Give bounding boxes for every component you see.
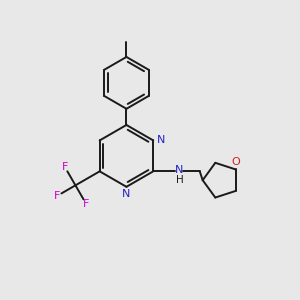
Text: N: N bbox=[175, 165, 183, 175]
Text: N: N bbox=[157, 135, 165, 145]
Text: F: F bbox=[54, 191, 60, 201]
Text: F: F bbox=[61, 162, 68, 172]
Text: F: F bbox=[83, 199, 89, 209]
Text: N: N bbox=[122, 189, 130, 199]
Text: H: H bbox=[176, 175, 183, 184]
Text: O: O bbox=[231, 157, 240, 166]
